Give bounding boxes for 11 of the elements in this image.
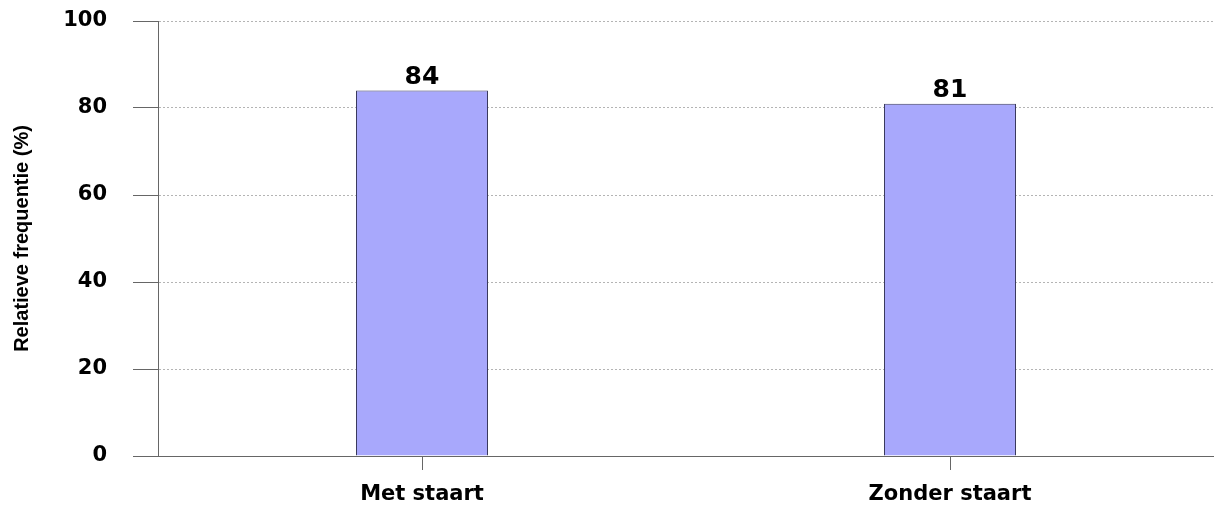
x-tick-label: Zonder staart	[868, 480, 1032, 505]
data-label: 81	[932, 73, 968, 103]
y-tick-label: 0	[92, 442, 107, 467]
y-tick-label: 80	[77, 94, 107, 119]
y-axis-title: Relatieve frequentie (%)	[9, 125, 32, 352]
y-tick-label: 60	[77, 181, 107, 206]
data-label: 84	[404, 60, 440, 90]
x-tick-label: Met staart	[360, 480, 484, 505]
y-tick-label: 20	[77, 355, 107, 380]
y-tick-label: 100	[63, 7, 107, 32]
y-tick-label: 40	[77, 268, 107, 293]
